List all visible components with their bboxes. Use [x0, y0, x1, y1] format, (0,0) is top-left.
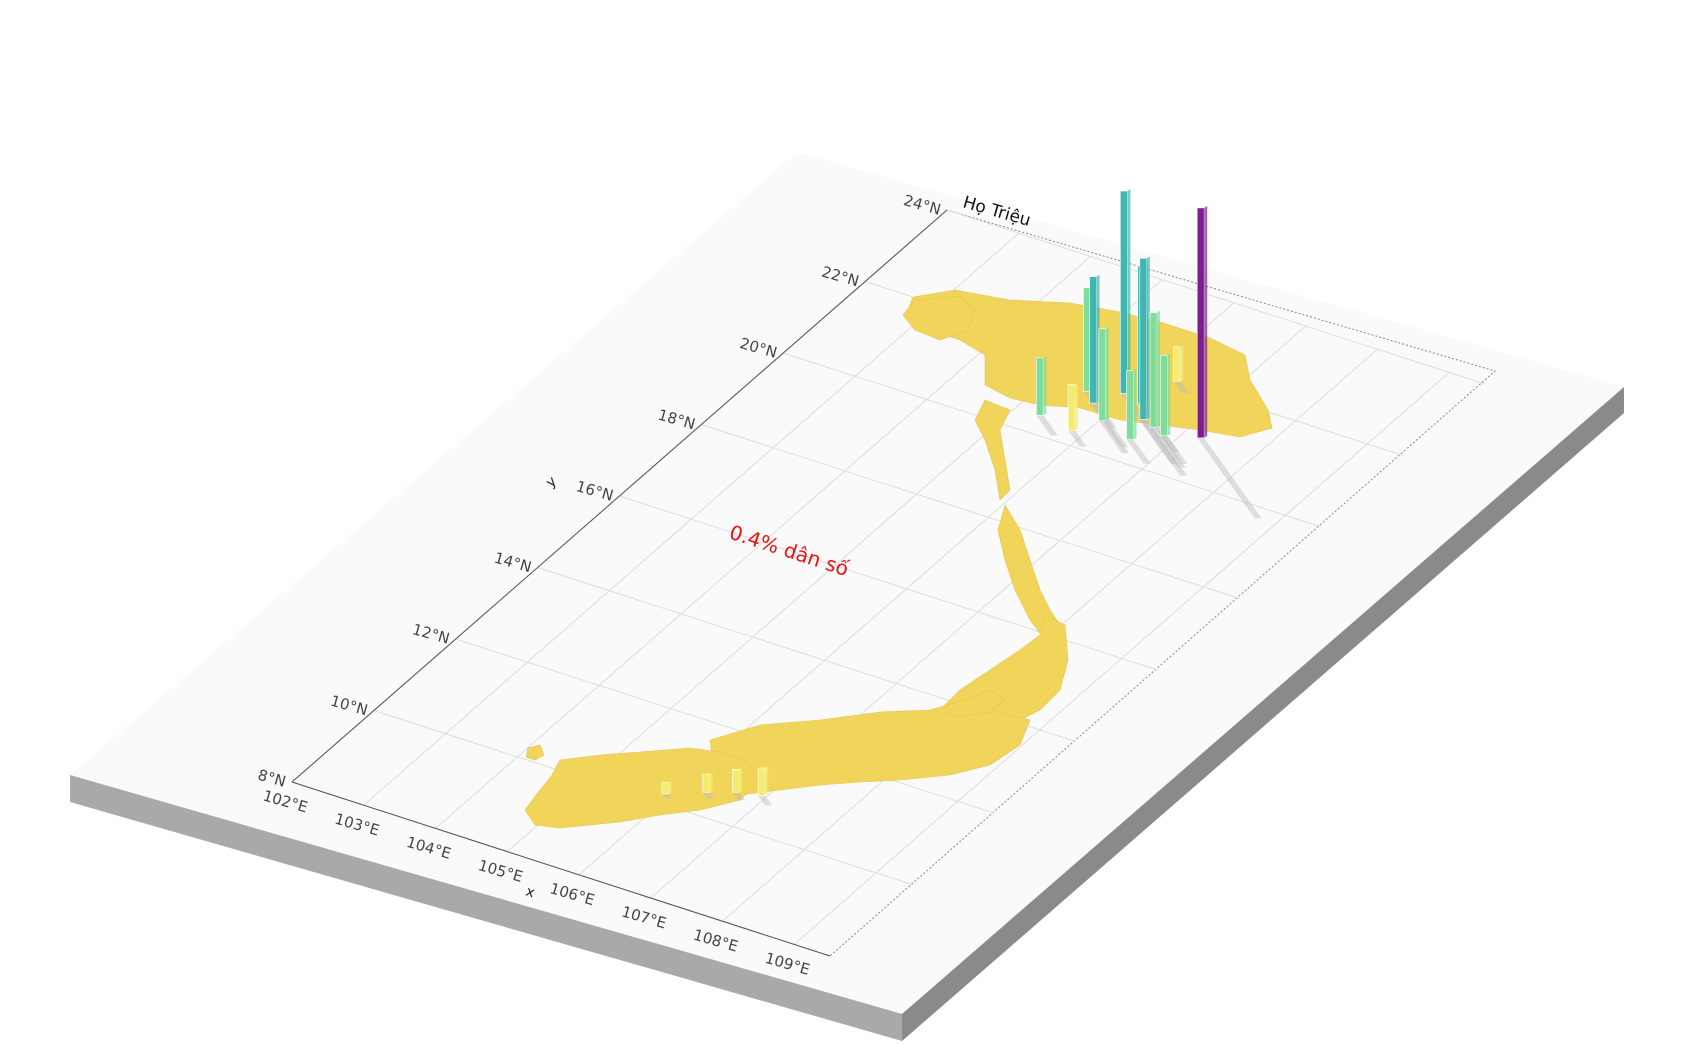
population-bar: [1098, 326, 1129, 453]
bar-face: [1139, 258, 1148, 420]
population-bar: [1139, 256, 1188, 476]
bar-shadow: [1197, 437, 1262, 519]
bar-shadow: [1126, 439, 1151, 464]
bar-shadow: [1160, 435, 1188, 464]
population-bar: [1173, 344, 1190, 394]
population-bar: [1126, 368, 1151, 464]
grid-lines: [291, 209, 1486, 957]
population-bar: [757, 765, 773, 806]
bar-shadow: [758, 795, 773, 806]
population-bar: [661, 780, 672, 798]
bar-face: [1120, 190, 1128, 394]
bar-side: [1075, 382, 1079, 431]
population-bar: [1196, 205, 1262, 519]
population-bar: [732, 767, 746, 801]
bar-face: [1160, 354, 1168, 437]
bar-side: [1204, 205, 1208, 438]
plot-border: [291, 209, 1497, 957]
population-bars: [661, 189, 1262, 806]
x-axis-line: [291, 781, 831, 957]
population-bar: [1067, 382, 1087, 447]
grid-line-lat: [946, 209, 1486, 385]
bar-shadow: [732, 792, 746, 801]
bar-shadow: [1068, 430, 1087, 447]
bar-side: [1133, 368, 1137, 440]
bar-shadow: [1036, 415, 1058, 436]
bar-face: [732, 768, 740, 793]
bar-face: [757, 767, 766, 796]
population-bar: [1149, 310, 1186, 468]
bar-shadow: [1150, 427, 1186, 468]
bar-shadow: [1139, 419, 1188, 476]
plot-frame: [291, 209, 1497, 957]
bar-face: [1173, 346, 1181, 382]
bar-face: [1089, 276, 1097, 404]
bar-side: [1180, 344, 1184, 382]
land-coast-south: [929, 689, 1006, 717]
grid-line-lat: [619, 495, 1158, 671]
bar-face: [1196, 207, 1205, 439]
land-central-coast: [974, 399, 1011, 501]
land-mekong-delta: [524, 747, 761, 829]
bar-side: [739, 767, 743, 793]
bar-face: [702, 773, 711, 793]
y-axis-line: [291, 209, 948, 783]
bar-side: [668, 780, 672, 794]
bar-face: [1098, 328, 1107, 422]
bar-side: [1157, 310, 1161, 428]
bar-shadow: [702, 792, 715, 799]
population-bar: [702, 771, 715, 799]
land-regions: [524, 289, 1273, 829]
grid-line-lat: [455, 638, 994, 814]
bar-shadow: [661, 793, 672, 798]
bar-face: [1149, 312, 1158, 428]
bar-side: [765, 765, 769, 796]
population-bar: [1160, 353, 1188, 464]
bar-side: [1105, 326, 1109, 421]
bar-shadow: [1098, 420, 1129, 453]
bar-face: [1126, 370, 1134, 440]
bar-side: [1043, 355, 1047, 416]
bar-face: [661, 782, 670, 795]
bar-side: [1146, 256, 1150, 420]
population-bar: [1036, 355, 1058, 436]
bar-side: [1167, 353, 1171, 436]
land-south-east: [709, 704, 1031, 796]
slab-front: [70, 775, 902, 1041]
bar-face: [1067, 384, 1076, 431]
land-phu-quoc: [525, 744, 545, 761]
bar-face: [1036, 357, 1044, 416]
grid-line-lat: [701, 424, 1240, 599]
bar-side: [709, 771, 713, 793]
bar-shadow: [1173, 381, 1190, 394]
grid-line-lat: [783, 352, 1322, 528]
slab-side: [902, 387, 1624, 1041]
bar-side: [1127, 189, 1131, 394]
land-north-west: [902, 295, 976, 341]
